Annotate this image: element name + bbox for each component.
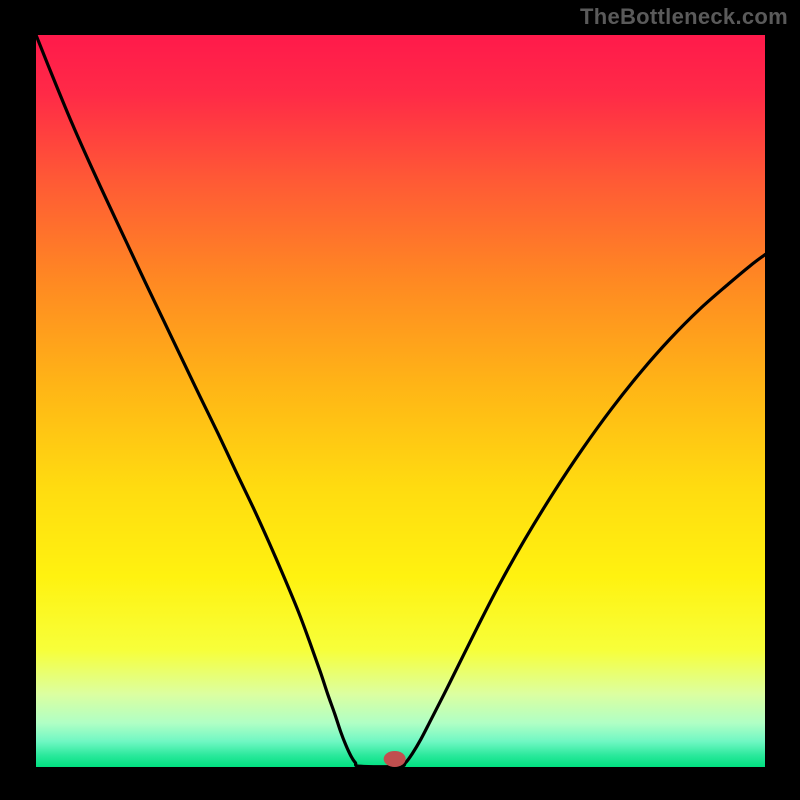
chart-svg	[36, 35, 765, 767]
optimal-point-marker	[384, 751, 406, 767]
chart-background	[36, 35, 765, 767]
chart-plot-area	[36, 35, 765, 767]
watermark-text: TheBottleneck.com	[580, 4, 788, 30]
